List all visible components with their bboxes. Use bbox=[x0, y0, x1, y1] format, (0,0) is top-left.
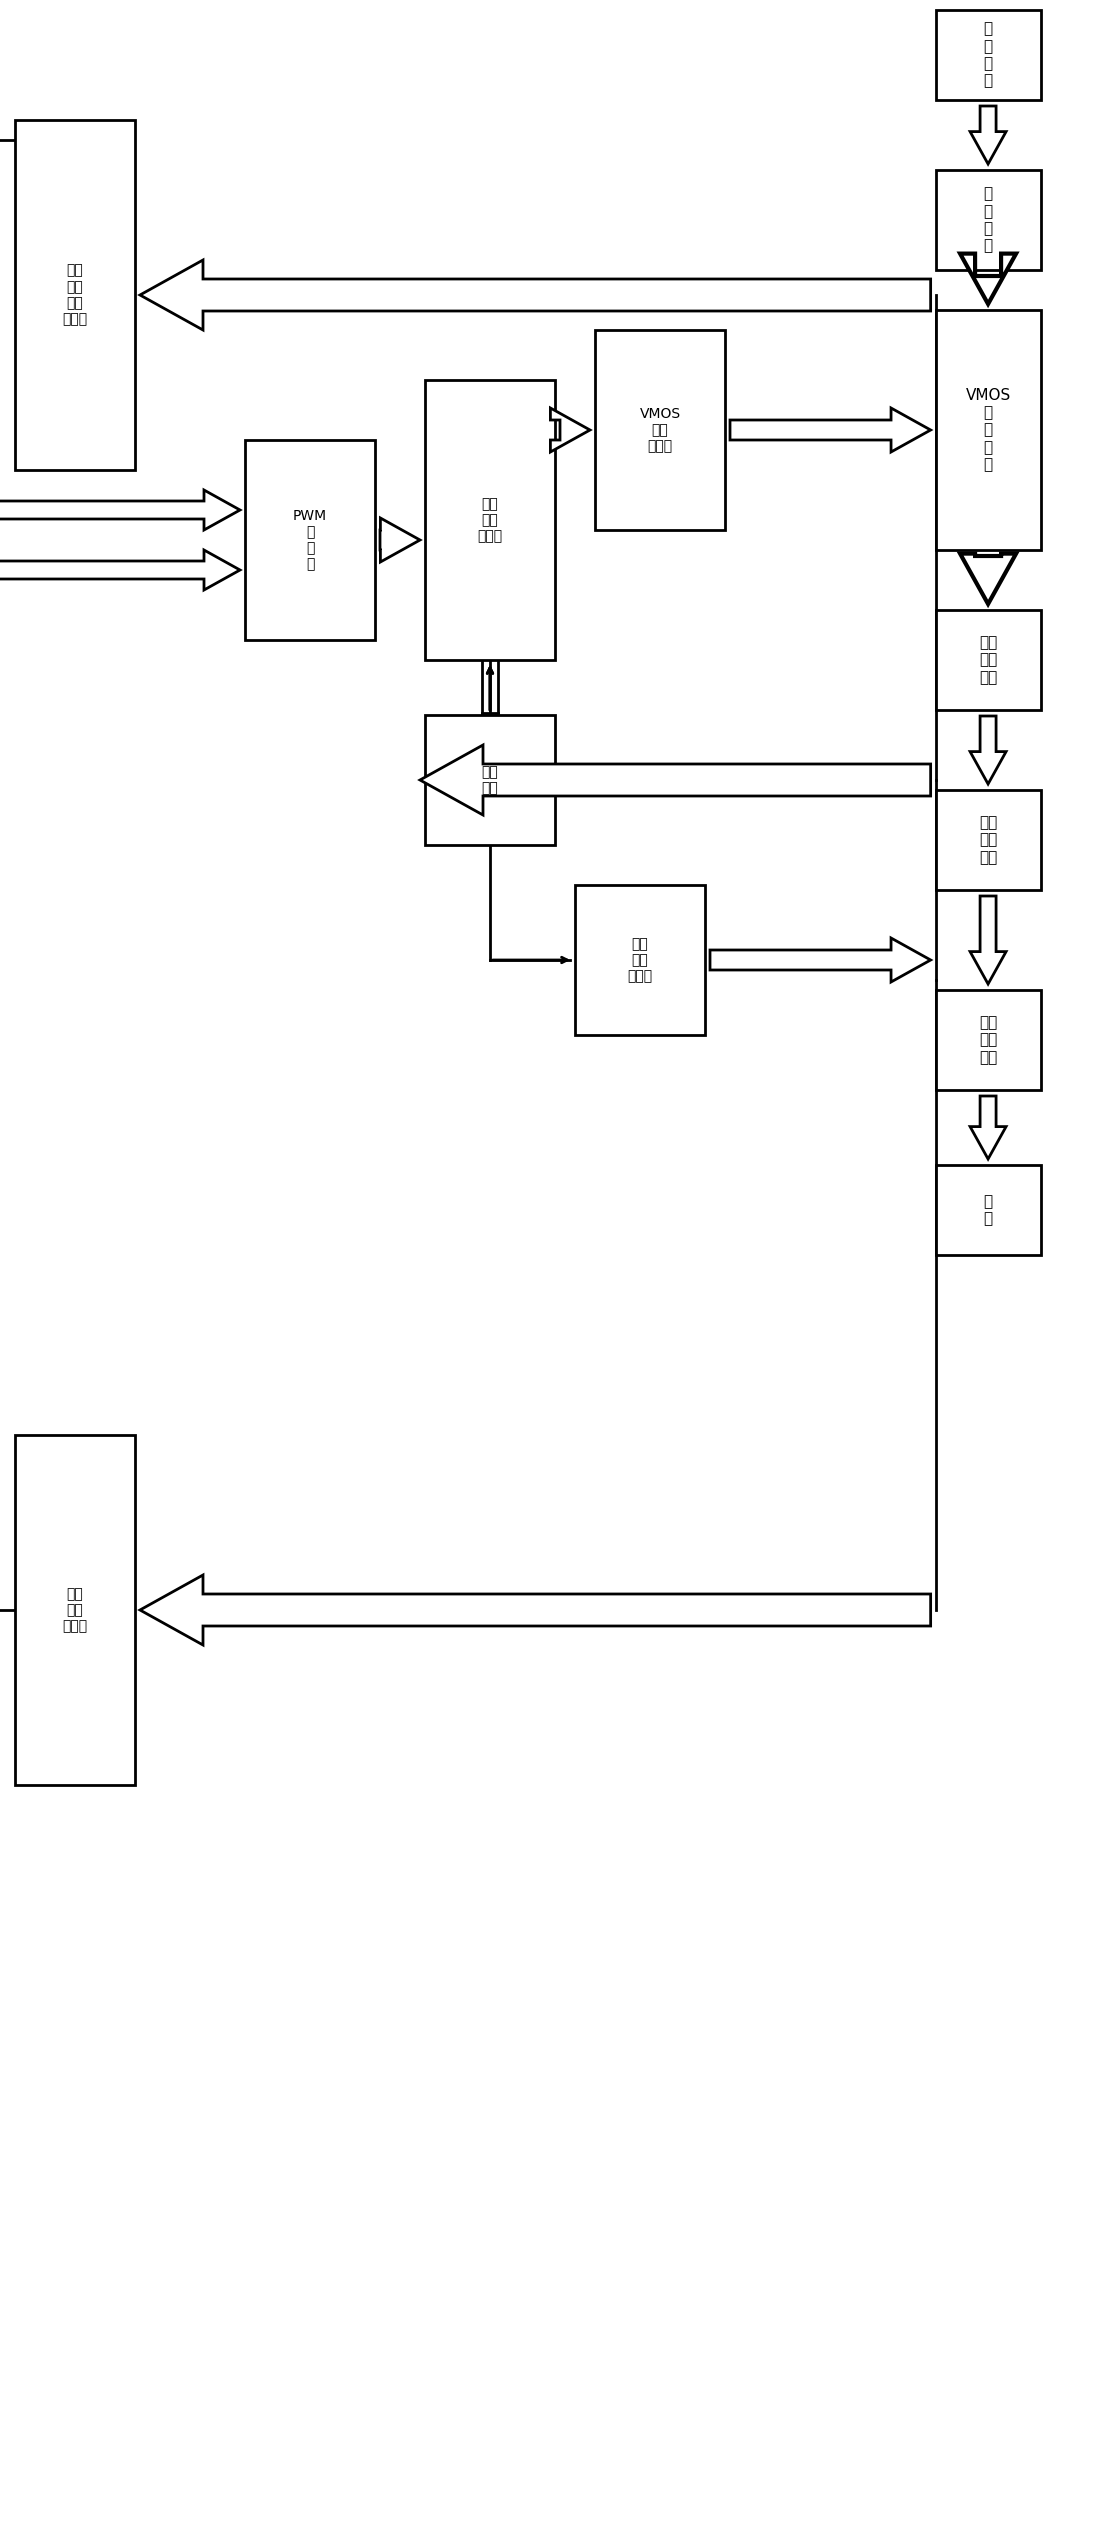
Text: 稳压
输出
检测器: 稳压 输出 检测器 bbox=[63, 1588, 87, 1633]
Polygon shape bbox=[960, 554, 1016, 604]
Bar bbox=[15, 1436, 135, 1785]
Text: 稳流
滤波
滤波: 稳流 滤波 滤波 bbox=[979, 814, 997, 865]
Bar bbox=[15, 119, 135, 470]
Polygon shape bbox=[970, 715, 1006, 784]
Text: PWM
控
制
器: PWM 控 制 器 bbox=[293, 508, 327, 571]
Polygon shape bbox=[140, 260, 931, 331]
Text: VMOS
开
关
电
源: VMOS 开 关 电 源 bbox=[966, 387, 1010, 473]
Bar bbox=[936, 169, 1040, 270]
Bar bbox=[936, 1165, 1040, 1254]
Text: 输出
电流
检测器: 输出 电流 检测器 bbox=[627, 938, 652, 983]
Text: VMOS
开关
驱动器: VMOS 开关 驱动器 bbox=[639, 407, 680, 453]
Polygon shape bbox=[970, 895, 1006, 983]
Bar bbox=[595, 331, 725, 531]
Polygon shape bbox=[0, 551, 240, 589]
Bar bbox=[936, 991, 1040, 1090]
Text: 稳压
滤波
滤波: 稳压 滤波 滤波 bbox=[979, 1016, 997, 1064]
Polygon shape bbox=[0, 490, 240, 531]
Bar bbox=[245, 440, 375, 640]
Text: 整
流
滤
波: 整 流 滤 波 bbox=[984, 187, 992, 253]
Text: 参考
基准: 参考 基准 bbox=[481, 766, 498, 796]
Text: 数字
信号
处理器: 数字 信号 处理器 bbox=[477, 498, 502, 544]
Polygon shape bbox=[710, 938, 931, 981]
Polygon shape bbox=[730, 407, 931, 453]
Bar bbox=[425, 379, 555, 660]
Polygon shape bbox=[960, 253, 1016, 303]
Text: 输
入
电
源: 输 入 电 源 bbox=[984, 20, 992, 88]
Bar bbox=[936, 311, 1040, 551]
Polygon shape bbox=[140, 1575, 931, 1646]
Polygon shape bbox=[551, 407, 590, 453]
Bar bbox=[575, 885, 705, 1034]
Text: 输入
电流
波形
检测器: 输入 电流 波形 检测器 bbox=[63, 263, 87, 326]
Bar bbox=[936, 789, 1040, 890]
Bar bbox=[936, 609, 1040, 710]
Polygon shape bbox=[970, 1097, 1006, 1158]
Bar bbox=[936, 10, 1040, 101]
Text: 负
载: 负 载 bbox=[984, 1193, 992, 1226]
Polygon shape bbox=[970, 106, 1006, 164]
Polygon shape bbox=[420, 746, 931, 814]
Bar bbox=[425, 715, 555, 844]
Text: 方向
调整
滤波: 方向 调整 滤波 bbox=[979, 635, 997, 685]
Polygon shape bbox=[380, 518, 420, 561]
